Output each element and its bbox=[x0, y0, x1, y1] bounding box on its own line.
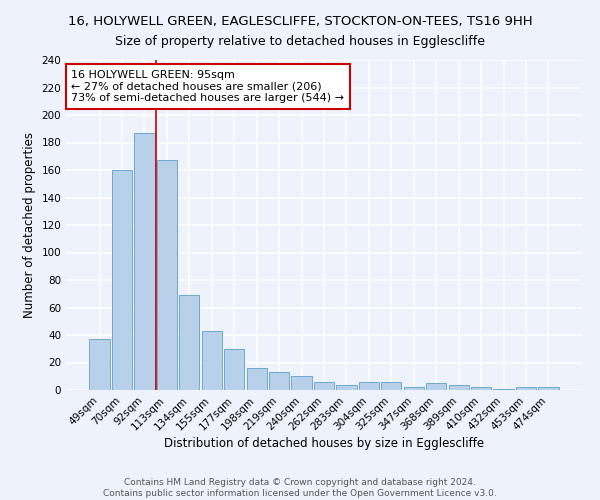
Text: 16, HOLYWELL GREEN, EAGLESCLIFFE, STOCKTON-ON-TEES, TS16 9HH: 16, HOLYWELL GREEN, EAGLESCLIFFE, STOCKT… bbox=[68, 15, 532, 28]
Bar bbox=[224, 349, 244, 390]
Bar bbox=[269, 372, 289, 390]
Bar bbox=[157, 160, 177, 390]
Bar bbox=[493, 388, 514, 390]
Bar bbox=[359, 382, 379, 390]
Bar bbox=[89, 339, 110, 390]
Bar bbox=[426, 383, 446, 390]
Text: 16 HOLYWELL GREEN: 95sqm
← 27% of detached houses are smaller (206)
73% of semi-: 16 HOLYWELL GREEN: 95sqm ← 27% of detach… bbox=[71, 70, 344, 103]
Bar bbox=[179, 295, 199, 390]
Bar bbox=[449, 384, 469, 390]
Bar bbox=[516, 387, 536, 390]
Bar bbox=[337, 384, 356, 390]
Text: Size of property relative to detached houses in Egglescliffe: Size of property relative to detached ho… bbox=[115, 35, 485, 48]
Bar bbox=[202, 331, 222, 390]
X-axis label: Distribution of detached houses by size in Egglescliffe: Distribution of detached houses by size … bbox=[164, 438, 484, 450]
Bar bbox=[134, 133, 155, 390]
Bar bbox=[381, 382, 401, 390]
Bar bbox=[538, 387, 559, 390]
Y-axis label: Number of detached properties: Number of detached properties bbox=[23, 132, 36, 318]
Bar bbox=[112, 170, 132, 390]
Text: Contains HM Land Registry data © Crown copyright and database right 2024.
Contai: Contains HM Land Registry data © Crown c… bbox=[103, 478, 497, 498]
Bar bbox=[292, 376, 311, 390]
Bar bbox=[404, 387, 424, 390]
Bar bbox=[471, 387, 491, 390]
Bar bbox=[247, 368, 267, 390]
Bar bbox=[314, 382, 334, 390]
